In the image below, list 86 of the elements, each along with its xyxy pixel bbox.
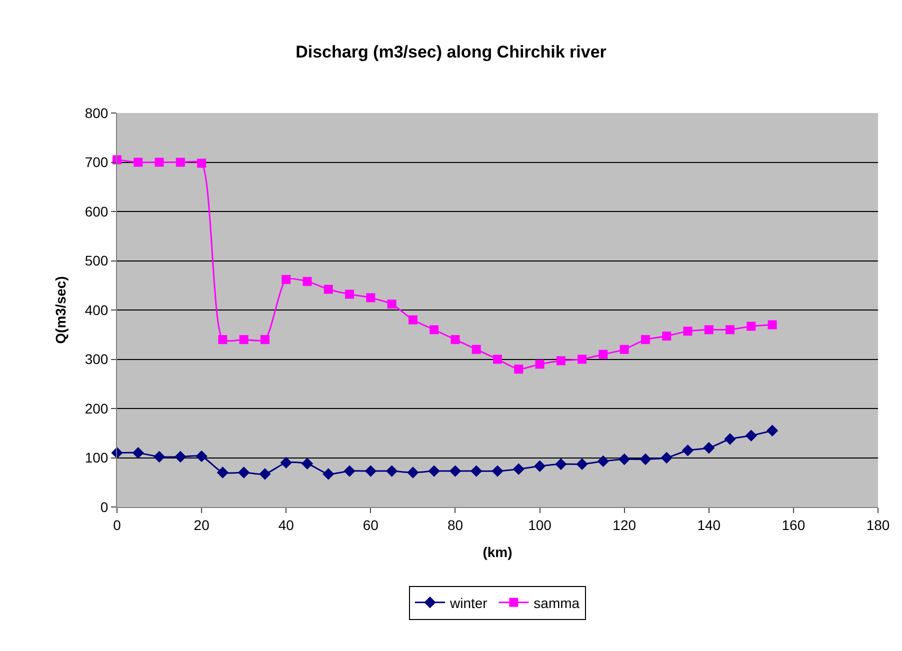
- point: [514, 364, 524, 374]
- x-tick-label: 120: [612, 516, 636, 533]
- point: [280, 456, 292, 469]
- point: [449, 465, 462, 477]
- point: [492, 465, 504, 477]
- point: [301, 458, 314, 470]
- point: [535, 360, 544, 369]
- point: [578, 354, 587, 364]
- y-tick-label: 100: [84, 450, 108, 466]
- x-tick-label: 40: [278, 516, 294, 533]
- y-tick-label: 0: [100, 498, 108, 515]
- point: [238, 466, 250, 478]
- point: [324, 284, 333, 294]
- point: [450, 335, 460, 344]
- point: [282, 274, 291, 284]
- point: [364, 465, 377, 477]
- point: [493, 354, 502, 364]
- x-axis-title: (km): [482, 544, 512, 560]
- y-tick-label: 500: [84, 252, 108, 269]
- x-tick-label: 80: [447, 516, 464, 533]
- point: [555, 458, 567, 470]
- y-tick-label: 300: [84, 351, 108, 368]
- point: [197, 158, 206, 168]
- point: [724, 433, 736, 445]
- point: [218, 335, 228, 344]
- point: [302, 276, 312, 286]
- point: [344, 465, 356, 477]
- point: [259, 468, 271, 480]
- point: [153, 450, 166, 463]
- point: [640, 453, 652, 466]
- x-tick-label: 0: [113, 516, 122, 533]
- point: [683, 326, 692, 336]
- x-tick-label: 20: [194, 516, 210, 533]
- point: [597, 455, 610, 468]
- legend-label: samma: [534, 594, 580, 611]
- point: [132, 446, 144, 459]
- point: [598, 350, 608, 359]
- x-tick-label: 180: [866, 516, 890, 533]
- x-tick-label: 140: [697, 516, 721, 533]
- point: [154, 158, 164, 167]
- point: [196, 450, 208, 462]
- point: [216, 466, 229, 478]
- point: [472, 344, 481, 354]
- point: [618, 453, 630, 466]
- point: [745, 430, 758, 442]
- y-tick-label: 700: [84, 154, 108, 170]
- point: [430, 325, 439, 334]
- point: [768, 320, 777, 330]
- point: [366, 293, 376, 302]
- point: [174, 450, 186, 463]
- x-tick-label: 100: [528, 516, 552, 533]
- point: [408, 315, 418, 324]
- point: [662, 332, 672, 341]
- point: [512, 463, 524, 475]
- point: [640, 335, 650, 344]
- y-axis-title: Q(m3/sec): [52, 276, 68, 344]
- point: [387, 300, 396, 309]
- legend-label: winter: [449, 594, 488, 611]
- point: [407, 466, 419, 478]
- chart-title: Discharg (m3/sec) along Chirchik river: [296, 42, 607, 62]
- x-tick-label: 60: [362, 516, 379, 533]
- y-tick-label: 400: [84, 302, 108, 318]
- point: [534, 460, 546, 472]
- point: [345, 290, 354, 299]
- point: [703, 442, 715, 454]
- point: [576, 458, 588, 470]
- point: [134, 158, 143, 167]
- point: [239, 335, 248, 344]
- y-tick-label: 600: [84, 203, 108, 220]
- point: [556, 356, 566, 366]
- point: [386, 465, 398, 477]
- x-tick-label: 160: [782, 516, 806, 533]
- point: [470, 465, 482, 477]
- point: [260, 335, 270, 344]
- y-tick-label: 800: [84, 104, 108, 121]
- point: [660, 452, 672, 464]
- point: [726, 325, 735, 334]
- point: [620, 344, 629, 354]
- point: [428, 465, 440, 477]
- point: [682, 444, 694, 456]
- point: [176, 158, 185, 167]
- y-tick-label: 200: [84, 400, 108, 416]
- point: [766, 424, 778, 437]
- point: [746, 322, 756, 331]
- point: [704, 325, 714, 334]
- point: [322, 468, 334, 480]
